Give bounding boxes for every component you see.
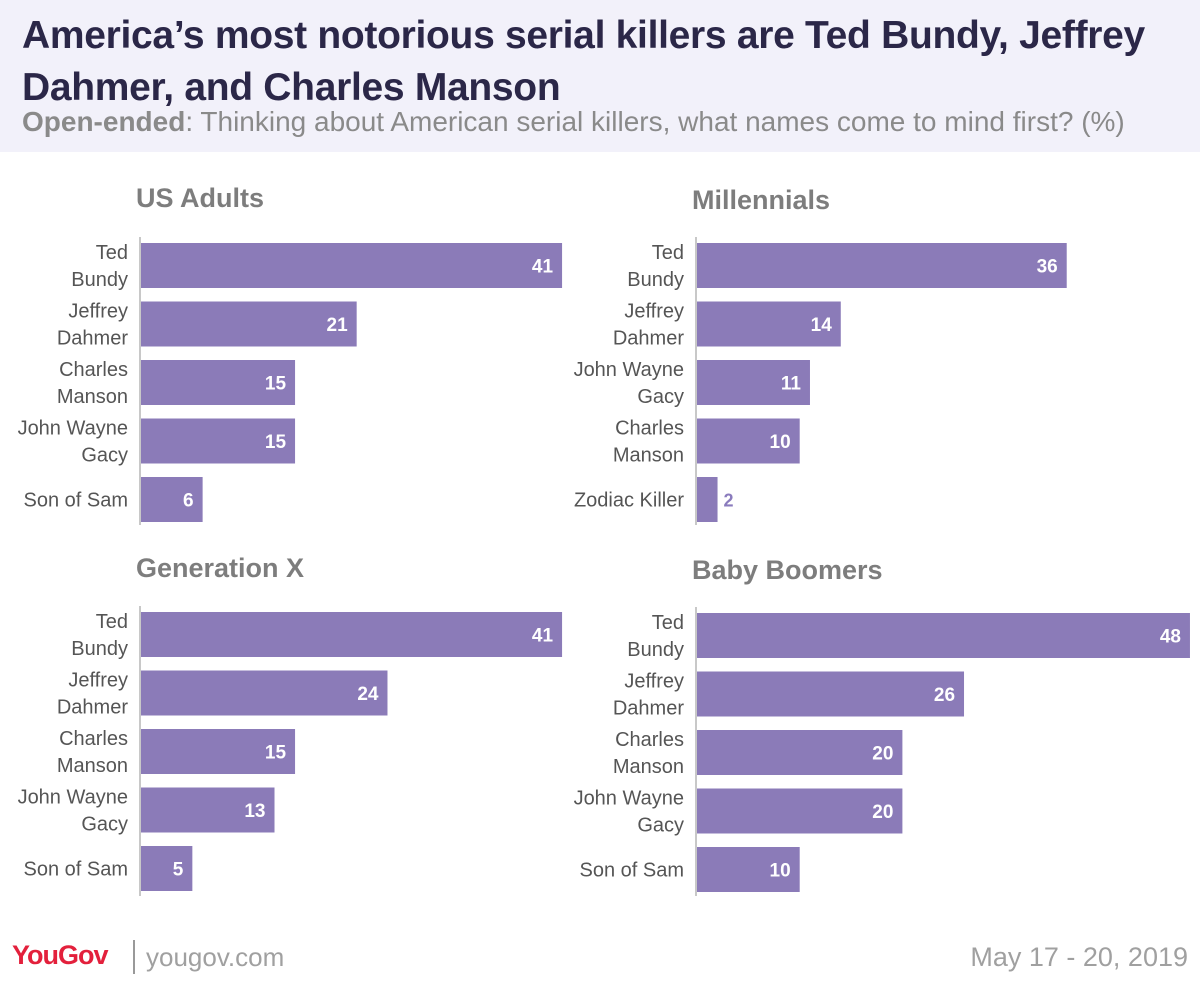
tick-label: Jeffrey (68, 670, 128, 692)
tick-label: Gacy (81, 445, 128, 467)
data-label: 13 (244, 801, 265, 822)
tick-label: Charles (615, 729, 684, 751)
data-label: 5 (173, 860, 184, 881)
data-label: 48 (1160, 627, 1181, 648)
tick-label: Gacy (81, 814, 128, 836)
tick-label: Charles (59, 359, 128, 381)
tick-label: John Wayne (18, 787, 128, 809)
bar (141, 477, 203, 522)
data-label: 36 (1037, 257, 1058, 278)
chart-panel-3: Generation X 41 Ted Bundy 24 Jeffrey Dahmer 15 C… (18, 553, 563, 896)
footer-date: May 17 - 20, 2019 (970, 942, 1188, 972)
tick-label: Zodiac Killer (574, 490, 684, 512)
bar (697, 301, 841, 347)
panel-title: Baby Boomers (692, 555, 883, 585)
data-label: 15 (265, 432, 287, 453)
data-label: 26 (934, 685, 955, 706)
tick-label: Manson (613, 756, 684, 778)
tick-label: Son of Sam (579, 860, 684, 882)
bar (697, 477, 718, 522)
tick-label: Gacy (637, 815, 684, 837)
bar (141, 670, 388, 716)
data-label: 6 (183, 491, 194, 512)
data-label: 20 (872, 802, 893, 823)
chart-panel-2: Millennials 36 Ted Bundy 14 Jeffrey Dahmer 11 Jo… (574, 185, 1067, 525)
tick-label: Manson (57, 386, 128, 408)
tick-label: John Wayne (574, 788, 684, 810)
tick-label: Ted (96, 242, 128, 264)
data-label: 41 (532, 626, 554, 647)
tick-label: Bundy (71, 638, 128, 660)
bar (697, 847, 800, 892)
data-label: 21 (327, 315, 349, 336)
bar (141, 612, 563, 657)
data-label: 10 (770, 432, 791, 453)
tick-label: Jeffrey (68, 301, 128, 323)
bar (697, 418, 800, 464)
panel-title: Generation X (136, 553, 304, 583)
bar (141, 729, 296, 774)
tick-label: John Wayne (18, 418, 128, 440)
data-label: 15 (265, 743, 287, 764)
data-label: 14 (811, 315, 833, 336)
tick-label: Manson (613, 445, 684, 467)
tick-label: Son of Sam (23, 490, 128, 512)
tick-label: Dahmer (613, 328, 684, 350)
bar (697, 360, 810, 405)
tick-label: Ted (652, 612, 684, 634)
panel-title: US Adults (136, 183, 264, 213)
bar (697, 671, 965, 717)
footer-divider (133, 940, 135, 974)
data-label: 15 (265, 374, 287, 395)
tick-label: Charles (615, 418, 684, 440)
bar (141, 243, 563, 288)
tick-label: Manson (57, 755, 128, 777)
chart-panel-1: US Adults 41 Ted Bundy 21 Jeffrey Dahmer 15 Char… (18, 183, 563, 525)
bar (697, 613, 1190, 658)
bar (141, 360, 296, 405)
bar (697, 730, 903, 775)
subtitle-lead: Open-ended (22, 106, 186, 137)
data-label: 2 (724, 491, 734, 511)
chart-panel-4: Baby Boomers 48 Ted Bundy 26 Jeffrey Dahmer 20 C… (574, 555, 1190, 896)
tick-label: Bundy (627, 269, 684, 291)
tick-label: Ted (96, 611, 128, 633)
bar (141, 846, 193, 891)
data-label: 10 (770, 861, 791, 882)
bar (697, 243, 1067, 288)
tick-label: Charles (59, 728, 128, 750)
header-band: America’s most notorious serial killers … (0, 0, 1200, 152)
data-label: 24 (357, 684, 379, 705)
bar (141, 418, 296, 464)
page-title: America’s most notorious serial killers … (22, 14, 1145, 109)
tick-label: Dahmer (57, 328, 128, 350)
tick-label: Jeffrey (624, 671, 684, 693)
panel-title: Millennials (692, 185, 830, 215)
subtitle-text: : Thinking about American serial killers… (185, 106, 1125, 137)
bar (141, 787, 275, 833)
tick-label: Bundy (71, 269, 128, 291)
tick-label: Bundy (627, 639, 684, 661)
bar (141, 301, 357, 347)
tick-label: Gacy (637, 386, 684, 408)
page-subtitle: Open-ended: Thinking about American seri… (22, 104, 1192, 140)
data-label: 20 (872, 744, 893, 765)
tick-label: Dahmer (57, 697, 128, 719)
data-label: 11 (781, 374, 802, 395)
footer-site: yougov.com (146, 942, 285, 972)
bar (697, 788, 903, 834)
tick-label: Dahmer (613, 698, 684, 720)
tick-label: Jeffrey (624, 301, 684, 323)
tick-label: John Wayne (574, 359, 684, 381)
tick-label: Son of Sam (23, 859, 128, 881)
yougov-logo: YouGov (12, 940, 109, 970)
tick-label: Ted (652, 242, 684, 264)
data-label: 41 (532, 257, 554, 278)
